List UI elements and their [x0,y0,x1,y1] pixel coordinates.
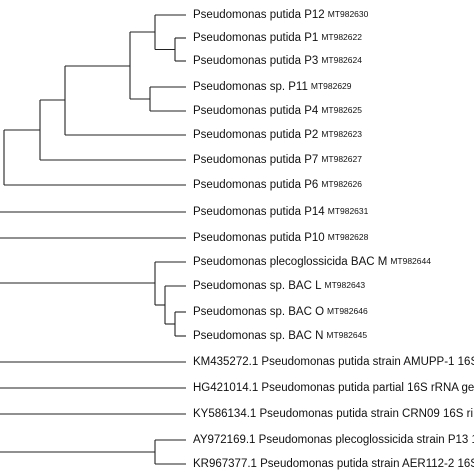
leaf-name: Pseudomonas sp. BAC N [193,330,323,342]
leaf-name: KM435272.1 Pseudomonas putida strain AMU… [193,356,474,368]
accession: MT982630 [328,9,369,19]
leaf-label: AY972169.1 Pseudomonas plecoglossicida s… [193,434,474,446]
leaf-name: Pseudomonas plecoglossicida BAC M [193,256,387,268]
leaf-name: Pseudomonas sp. P11 [193,81,308,93]
leaf-name: Pseudomonas sp. BAC O [193,306,324,318]
leaf-label: Pseudomonas putida P3 MT982624 [193,55,362,67]
leaf-name: Pseudomonas putida P14 [193,206,325,218]
leaf-label: Pseudomonas putida P7 MT982627 [193,154,362,166]
leaf-label: Pseudomonas putida P12 MT982630 [193,9,369,21]
leaf-label: Pseudomonas plecoglossicida BAC M MT98264… [193,256,431,268]
leaf-name: Pseudomonas putida P3 [193,55,318,67]
leaf-name: Pseudomonas sp. BAC L [193,280,322,292]
leaf-label: Pseudomonas putida P1 MT982622 [193,32,362,44]
leaf-label: Pseudomonas putida P6 MT982626 [193,179,362,191]
accession: MT982631 [328,206,369,216]
leaf-name: Pseudomonas putida P2 [193,129,318,141]
accession: MT982627 [321,154,362,164]
accession: MT982625 [321,105,362,115]
accession: MT982629 [311,81,352,91]
leaf-label: KY586134.1 Pseudomonas putida strain CRN… [193,408,473,420]
leaf-name: KY586134.1 Pseudomonas putida strain CRN… [193,408,473,420]
leaf-label: Pseudomonas putida P4 MT982625 [193,105,362,117]
accession: MT982645 [326,330,367,340]
leaf-name: Pseudomonas putida P4 [193,105,319,117]
leaf-name: KR967377.1 Pseudomonas putida strain AER… [193,458,474,470]
leaf-label: HG421014.1 Pseudomonas putida partial 16… [193,382,474,394]
leaf-label: Pseudomonas putida P2 MT982623 [193,129,362,141]
accession: MT982643 [325,280,366,290]
leaf-label: KR967377.1 Pseudomonas putida strain AER… [193,458,474,470]
accession: MT982646 [327,306,368,316]
leaf-label: Pseudomonas sp. BAC O MT982646 [193,306,368,318]
leaf-label: Pseudomonas sp. BAC N MT982645 [193,330,367,342]
leaf-name: Pseudomonas putida P7 [193,154,318,166]
leaf-label: Pseudomonas sp. P11 MT982629 [193,81,352,93]
accession: MT982644 [390,256,431,266]
leaf-name: HG421014.1 Pseudomonas putida partial 16… [193,382,474,394]
leaf-label: Pseudomonas sp. BAC L MT982643 [193,280,365,292]
leaf-label: Pseudomonas putida P14 MT982631 [193,206,369,218]
leaf-label: Pseudomonas putida P10 MT982628 [193,232,369,244]
accession: MT982623 [321,129,362,139]
accession: MT982626 [321,179,362,189]
branches [0,14,186,465]
accession: MT982622 [321,32,362,42]
leaf-name: Pseudomonas putida P1 [193,32,318,44]
accession: MT982628 [328,232,369,242]
accession: MT982624 [321,55,362,65]
leaf-label: KM435272.1 Pseudomonas putida strain AMU… [193,356,474,368]
leaf-name: Pseudomonas putida P10 [193,232,325,244]
leaf-name: Pseudomonas putida P6 [193,179,318,191]
leaf-name: Pseudomonas putida P12 [193,9,325,21]
leaf-name: AY972169.1 Pseudomonas plecoglossicida s… [193,434,474,446]
